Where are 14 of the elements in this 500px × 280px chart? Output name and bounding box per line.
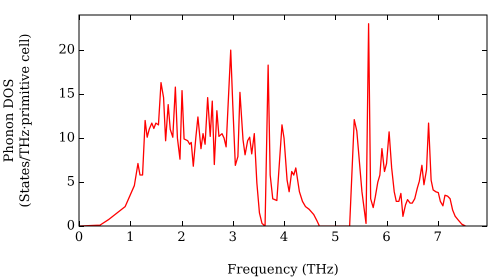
y-tick-label: 15 bbox=[58, 86, 75, 102]
y-tick-label: 5 bbox=[66, 174, 75, 190]
y-tick-label: 20 bbox=[58, 42, 75, 58]
x-tick-label: 2 bbox=[177, 230, 186, 246]
x-tick-label: 6 bbox=[382, 230, 391, 246]
y-tick-label: 10 bbox=[58, 130, 75, 146]
y-tick-label: 0 bbox=[66, 218, 75, 234]
x-tick-label: 7 bbox=[434, 230, 442, 246]
x-axis-title: Frequency (THz) bbox=[227, 262, 339, 278]
x-tick-label: 3 bbox=[228, 230, 237, 246]
y-axis-title: Phonon DOS (States/THz·primitive cell) bbox=[2, 33, 33, 208]
x-tick-label: 4 bbox=[280, 230, 288, 246]
x-tick-label: 1 bbox=[126, 230, 134, 246]
x-tick-label: 5 bbox=[331, 230, 340, 246]
